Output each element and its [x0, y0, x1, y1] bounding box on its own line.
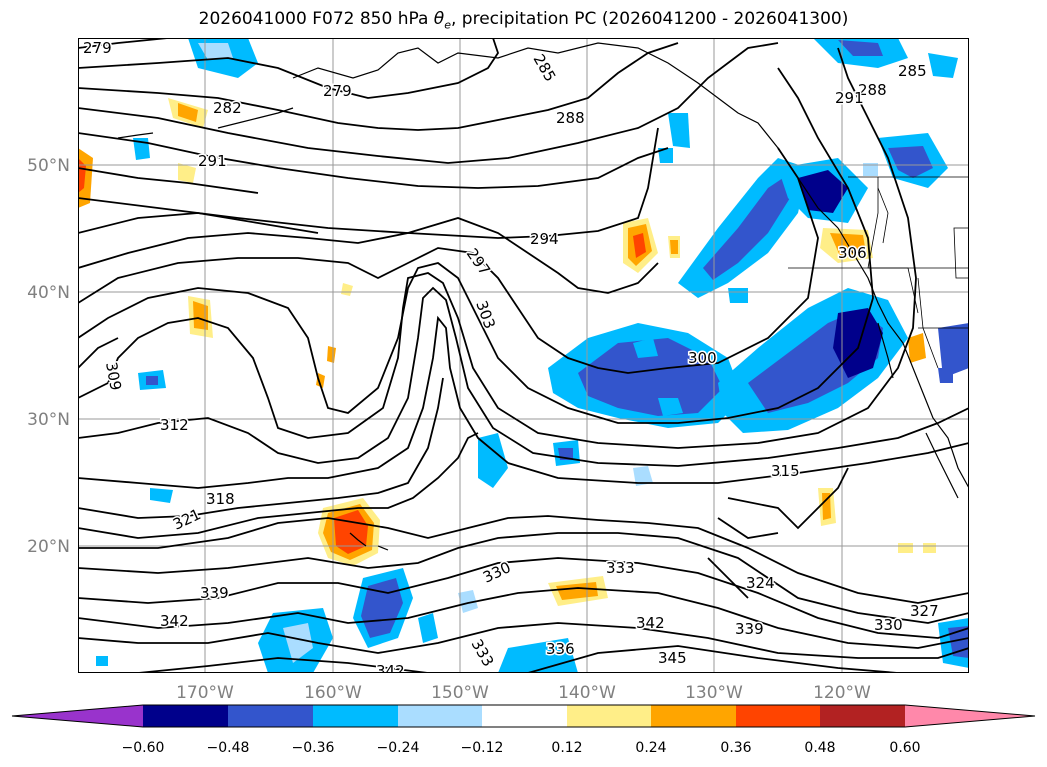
lon-label-130w: 130°W — [685, 683, 743, 703]
colorbar-segment — [567, 705, 651, 727]
map-canvas: 279 285 282 279 288 291 288 285 291 294 … — [78, 38, 969, 673]
contour-label: 339 — [200, 584, 229, 602]
map-title: 2026041000 F072 850 hPa θe, precipitatio… — [198, 9, 849, 32]
colorbar-segment — [651, 705, 736, 727]
colorbar-tick: −0.24 — [377, 740, 420, 756]
colorbar-tick: 0.60 — [889, 740, 920, 756]
colorbar-tick: −0.36 — [292, 740, 335, 756]
contour-label: 300 — [688, 349, 717, 367]
colorbar-segment — [143, 705, 228, 727]
lat-label-30: 30°N — [27, 410, 70, 430]
colorbar — [11, 704, 1036, 728]
coastlines — [117, 42, 969, 551]
colorbar-segment — [736, 705, 820, 727]
contour-label: 339 — [735, 620, 764, 638]
contour-label: 324 — [746, 574, 775, 592]
colorbar-segment — [398, 705, 482, 727]
lon-label-170w: 170°W — [176, 683, 234, 703]
contour-label: 315 — [771, 462, 800, 480]
latitude-labels: 50°N 40°N 30°N 20°N — [27, 156, 70, 557]
lat-label-20: 20°N — [27, 537, 70, 557]
contour-label: 279 — [83, 39, 112, 57]
contour-label: 291 — [835, 89, 864, 107]
colorbar-ticks: −0.60 −0.48 −0.36 −0.24 −0.12 0.12 0.24 … — [122, 740, 921, 756]
colorbar-extend-high — [905, 705, 1035, 727]
contour-label: 294 — [530, 230, 559, 248]
colorbar-tick: −0.12 — [461, 740, 504, 756]
contour-label: 282 — [213, 99, 242, 117]
contour-label: 342 — [160, 612, 189, 630]
lat-label-40: 40°N — [27, 283, 70, 303]
boundaries — [788, 176, 969, 369]
colorbar-tick: 0.48 — [804, 740, 835, 756]
contour-label: 279 — [323, 82, 352, 100]
contour-label: 336 — [546, 640, 575, 658]
lat-label-50: 50°N — [27, 156, 70, 176]
colorbar-segment — [313, 705, 398, 727]
contour-label: 342 — [636, 614, 665, 632]
colorbar-tick: −0.60 — [122, 740, 165, 756]
contour-label: 285 — [898, 62, 927, 80]
lon-label-120w: 120°W — [813, 683, 871, 703]
map-frame — [78, 38, 969, 673]
colorbar-segment — [482, 705, 567, 727]
graticule — [78, 38, 969, 673]
colorbar-tick: −0.48 — [207, 740, 250, 756]
theta-e-contours — [78, 38, 969, 673]
lon-label-160w: 160°W — [304, 683, 362, 703]
colorbar-outline — [11, 704, 1036, 728]
contour-label: 318 — [206, 490, 235, 508]
contour-label: 288 — [858, 81, 887, 99]
contour-label: 327 — [910, 602, 939, 620]
contour-label: 306 — [838, 244, 867, 262]
contour-label: 291 — [198, 152, 227, 170]
contour-label: 333 — [606, 559, 635, 577]
colorbar-tick: 0.12 — [551, 740, 582, 756]
colorbar-segment — [228, 705, 313, 727]
colorbar-segment — [820, 705, 905, 727]
contour-label: 330 — [874, 616, 903, 634]
contour-label: 342 — [376, 662, 405, 673]
contour-label: 345 — [658, 649, 687, 667]
map-panel: 279 285 282 279 288 291 288 285 291 294 … — [78, 38, 969, 673]
colorbar-tick: 0.36 — [720, 740, 751, 756]
longitude-labels: 170°W 160°W 150°W 140°W 130°W 120°W — [176, 683, 871, 703]
contour-label: 312 — [160, 416, 189, 434]
contour-label: 288 — [556, 109, 585, 127]
lon-label-140w: 140°W — [558, 683, 616, 703]
colorbar-extend-low — [12, 705, 143, 727]
lon-label-150w: 150°W — [431, 683, 489, 703]
colorbar-tick: 0.24 — [635, 740, 666, 756]
